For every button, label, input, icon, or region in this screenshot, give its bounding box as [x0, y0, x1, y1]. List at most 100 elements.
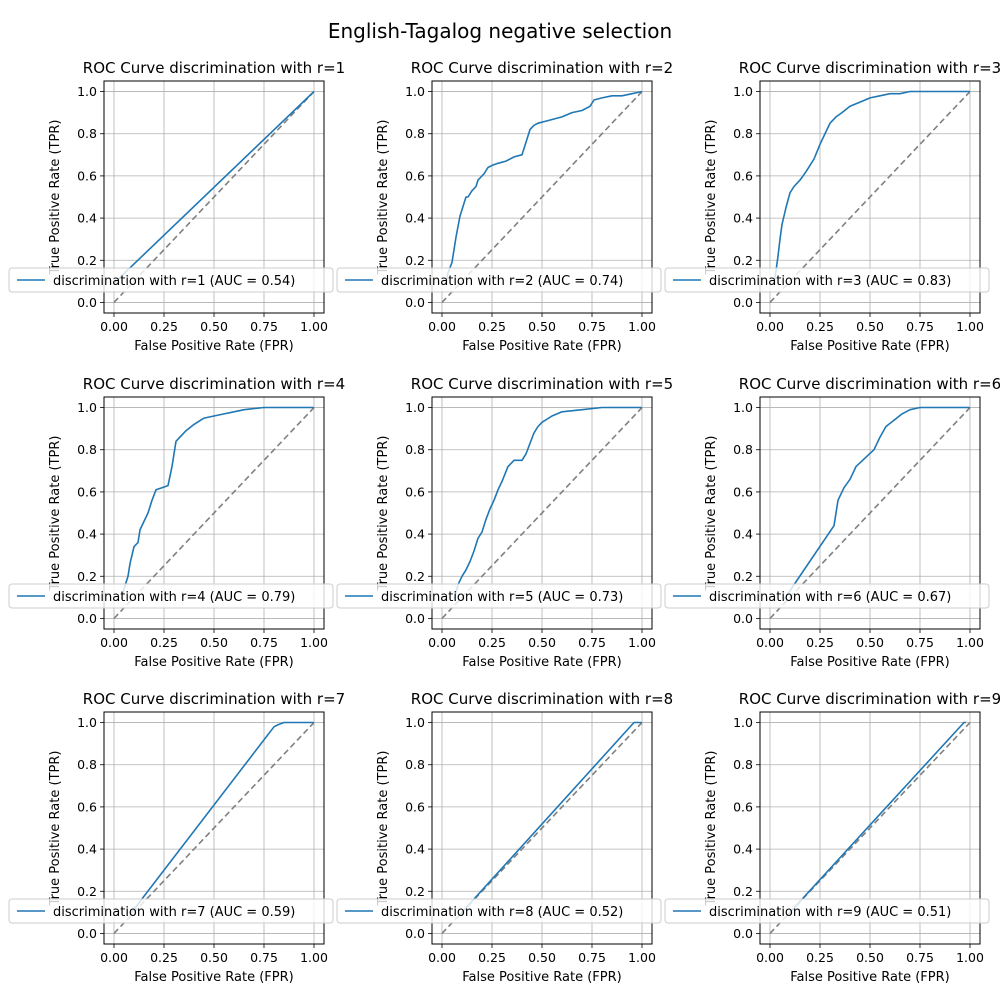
chart5-legend-label: discrimination with r=5 (AUC = 0.73) — [381, 590, 623, 605]
chart7-ytick-label-2: 0.4 — [77, 842, 97, 857]
chart7-xlabel: False Positive Rate (FPR) — [134, 970, 293, 985]
chart2-ytick-label-2: 0.4 — [405, 211, 425, 226]
chart8-ytick-label-3: 0.6 — [405, 799, 425, 814]
chart5-ytick-label-4: 0.8 — [405, 442, 425, 457]
chart2-ytick-label-0: 0.0 — [405, 295, 425, 310]
chart1-ytick-label-5: 1.0 — [77, 84, 97, 99]
chart4-ytick-label-2: 0.4 — [77, 527, 97, 542]
chart1-xtick-label-3: 0.75 — [250, 319, 278, 334]
chart6-ytick-label-5: 1.0 — [733, 400, 753, 415]
chart3-xtick-label-3: 0.75 — [906, 319, 934, 334]
chart7-roc-curve — [129, 721, 314, 915]
chart1-ytick-label-3: 0.6 — [77, 168, 97, 183]
chart9-legend-box — [664, 898, 990, 924]
chart4-legend-box — [8, 583, 334, 609]
chart9-title: ROC Curve discrimination with r=9 — [739, 690, 1000, 708]
chart9-ytick-label-5: 1.0 — [733, 715, 753, 730]
chart6-ytick-label-1: 0.2 — [733, 569, 753, 584]
chart3-xtick-label-2: 0.50 — [856, 319, 884, 334]
chart2-xtick-label-4: 1.00 — [628, 319, 656, 334]
chart8-xtick-label-2: 0.50 — [528, 950, 556, 965]
chart1-legend-label: discrimination with r=1 (AUC = 0.54) — [53, 274, 295, 289]
chart7-xtick-label-4: 1.00 — [300, 950, 328, 965]
chart4-panel: ROC Curve discrimination with r=4 0.00 0.2… — [8, 375, 345, 670]
chart8-ytick-label-4: 0.8 — [405, 757, 425, 772]
chart5-ylabel: True Positive Rate (TPR) — [376, 436, 391, 592]
chart1-xtick-label-4: 1.00 — [300, 319, 328, 334]
chart1-panel: ROC Curve discrimination with r=1 0.00 0.2… — [8, 59, 345, 354]
chart5-panel: ROC Curve discrimination with r=5 0.00 0.2… — [336, 375, 673, 670]
chart1-xtick-label-2: 0.50 — [200, 319, 228, 334]
chart8-ytick-label-0: 0.0 — [405, 926, 425, 941]
chart2-ytick-label-5: 1.0 — [405, 84, 425, 99]
chart4-ytick-label-4: 0.8 — [77, 442, 97, 457]
chart6-xlabel: False Positive Rate (FPR) — [790, 655, 949, 670]
chart1-xtick-label-1: 0.25 — [150, 319, 178, 334]
chart2-ytick-label-1: 0.2 — [405, 253, 425, 268]
chart6-xtick-label-3: 0.75 — [906, 635, 934, 650]
chart9-xtick-label-4: 1.00 — [956, 950, 984, 965]
chart5-ytick-label-0: 0.0 — [405, 611, 425, 626]
chart3-legend-box — [664, 267, 990, 293]
chart2-title: ROC Curve discrimination with r=2 — [411, 59, 673, 77]
chart3-diagonal-line — [769, 90, 971, 304]
chart4-xtick-label-3: 0.75 — [250, 635, 278, 650]
chart8-panel: ROC Curve discrimination with r=8 0.00 0.2… — [336, 690, 673, 985]
chart6-xtick-label-0: 0.00 — [756, 635, 784, 650]
chart8-xlabel: False Positive Rate (FPR) — [462, 970, 621, 985]
chart3-panel: ROC Curve discrimination with r=3 0.00 0.2… — [664, 59, 1000, 354]
chart3-xtick-label-4: 1.00 — [956, 319, 984, 334]
chart8-ytick-label-1: 0.2 — [405, 884, 425, 899]
chart6-ytick-label-2: 0.4 — [733, 527, 753, 542]
chart5-diagonal-line — [441, 406, 643, 620]
chart3-xtick-label-0: 0.00 — [756, 319, 784, 334]
chart4-diagonal-line — [113, 406, 315, 620]
chart9-ytick-label-1: 0.2 — [733, 884, 753, 899]
chart1-ytick-label-1: 0.2 — [77, 253, 97, 268]
chart5-xtick-label-0: 0.00 — [428, 635, 456, 650]
chart5-title: ROC Curve discrimination with r=5 — [411, 375, 673, 393]
chart8-xtick-label-4: 1.00 — [628, 950, 656, 965]
chart4-xtick-label-4: 1.00 — [300, 635, 328, 650]
chart8-roc-curve — [459, 721, 642, 916]
chart6-xtick-label-2: 0.50 — [856, 635, 884, 650]
chart1-ytick-label-2: 0.4 — [77, 211, 97, 226]
chart9-roc-curve — [787, 721, 966, 916]
chart3-ylabel: True Positive Rate (TPR) — [704, 120, 719, 276]
chart7-ytick-label-0: 0.0 — [77, 926, 97, 941]
chart7-xtick-label-3: 0.75 — [250, 950, 278, 965]
chart4-legend-label: discrimination with r=4 (AUC = 0.79) — [53, 590, 295, 605]
chart5-xtick-label-1: 0.25 — [478, 635, 506, 650]
chart8-xtick-label-0: 0.00 — [428, 950, 456, 965]
chart3-ytick-label-0: 0.0 — [733, 295, 753, 310]
chart6-panel: ROC Curve discrimination with r=6 0.00 0.2… — [664, 375, 1000, 670]
chart3-ytick-label-1: 0.2 — [733, 253, 753, 268]
chart4-ytick-label-3: 0.6 — [77, 484, 97, 499]
chart7-legend-box — [8, 898, 334, 924]
chart5-ytick-label-5: 1.0 — [405, 400, 425, 415]
chart5-ytick-label-2: 0.4 — [405, 527, 425, 542]
chart6-xtick-label-1: 0.25 — [806, 635, 834, 650]
chart2-legend-box — [336, 267, 662, 293]
chart7-title: ROC Curve discrimination with r=7 — [83, 690, 345, 708]
chart8-legend-label: discrimination with r=8 (AUC = 0.52) — [381, 905, 623, 920]
chart9-xtick-label-1: 0.25 — [806, 950, 834, 965]
chart3-xlabel: False Positive Rate (FPR) — [790, 339, 949, 354]
chart7-ylabel: True Positive Rate (TPR) — [48, 751, 63, 907]
chart2-roc-curve — [445, 90, 643, 284]
chart9-legend-label: discrimination with r=9 (AUC = 0.51) — [709, 905, 951, 920]
figure-suptitle: English-Tagalog negative selection — [328, 19, 672, 43]
chart9-ytick-label-0: 0.0 — [733, 926, 753, 941]
chart6-legend-box — [664, 583, 990, 609]
chart4-xtick-label-0: 0.00 — [100, 635, 128, 650]
chart5-xlabel: False Positive Rate (FPR) — [462, 655, 621, 670]
chart2-legend-label: discrimination with r=2 (AUC = 0.74) — [381, 274, 623, 289]
chart3-title: ROC Curve discrimination with r=3 — [739, 59, 1000, 77]
chart7-xtick-label-0: 0.00 — [100, 950, 128, 965]
chart4-ytick-label-0: 0.0 — [77, 611, 97, 626]
chart4-roc-curve — [121, 406, 314, 600]
chart3-ytick-label-4: 0.8 — [733, 126, 753, 141]
chart5-legend-box — [336, 583, 662, 609]
chart9-xlabel: False Positive Rate (FPR) — [790, 970, 949, 985]
